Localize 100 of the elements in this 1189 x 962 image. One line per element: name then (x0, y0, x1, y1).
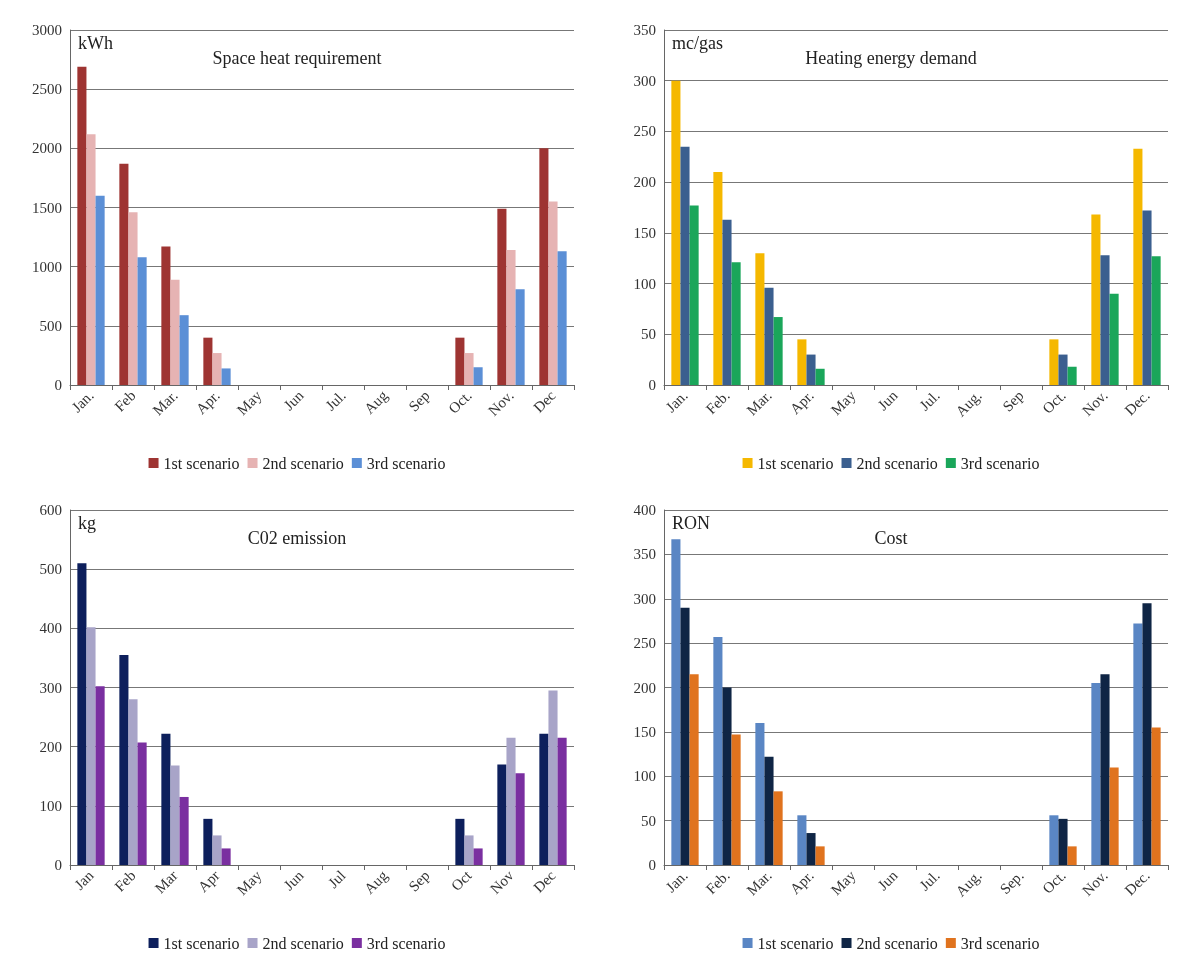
bar (755, 253, 765, 385)
bar (1049, 339, 1059, 385)
bar (1109, 767, 1119, 865)
y-tick-label: 50 (641, 326, 656, 343)
x-tick-label: Oct (448, 866, 476, 894)
x-tick-label: Dec (530, 387, 559, 416)
bar (221, 848, 231, 865)
x-tick-label: Jan. (662, 867, 691, 896)
bar (1142, 603, 1152, 865)
bar (137, 742, 147, 865)
bar (680, 607, 690, 865)
x-tick-label: Jun (280, 386, 308, 414)
y-tick-label: 100 (633, 768, 656, 785)
y-tick-label: 150 (633, 224, 656, 241)
y-tick-label: 100 (39, 797, 62, 814)
bar (713, 172, 723, 385)
x-tick-label: Jun (874, 386, 902, 414)
y-tick-label: 400 (39, 620, 62, 637)
x-tick-label: Mar (151, 867, 181, 897)
bar (539, 148, 549, 385)
x-tick-label: Apr. (786, 387, 817, 418)
bar (77, 66, 87, 385)
x-tick-label: Sep (405, 867, 433, 895)
x-tick-label: Sep (999, 387, 1027, 415)
bar (1100, 674, 1110, 865)
y-tick-label: 300 (39, 679, 62, 696)
bar (731, 734, 741, 865)
text: Space heat requirement (212, 48, 382, 68)
bar (86, 134, 96, 385)
y-tick-label: 100 (633, 275, 656, 292)
bar (455, 818, 465, 865)
bar (557, 251, 567, 385)
x-tick-label: Dec. (1121, 867, 1153, 899)
bar (1058, 818, 1068, 865)
bar (95, 686, 105, 865)
x-tick-label: Jan. (662, 387, 691, 416)
bar (689, 205, 699, 385)
x-tick-label: Mar. (743, 387, 775, 419)
y-tick-label: 350 (633, 22, 656, 38)
bar (797, 339, 807, 385)
y-tick-label: 600 (39, 502, 62, 518)
bar (713, 636, 723, 865)
y-tick-label: 200 (633, 174, 656, 191)
x-tick-label: Jun (874, 866, 902, 894)
x-tick-label: Jul. (916, 387, 943, 414)
x-tick-label: Sep. (996, 867, 1027, 898)
text: Cost (874, 528, 908, 548)
bar (455, 337, 465, 385)
x-tick-label: Feb (111, 867, 139, 895)
x-tick-label: Mar. (743, 867, 775, 899)
x-tick-label: Mar. (149, 387, 181, 419)
bar (539, 733, 549, 865)
x-tick-label: Jan (71, 866, 98, 893)
y-tick-label: 300 (633, 590, 656, 607)
bar (1133, 623, 1143, 865)
y-tick-label: 0 (54, 377, 62, 393)
bar (137, 257, 147, 385)
x-tick-label: Nov. (1079, 867, 1111, 899)
y-tick-label: 500 (39, 561, 62, 578)
bar (506, 250, 516, 385)
y-axis-title: mc/gas (672, 33, 723, 53)
x-tick-label: Oct. (445, 387, 475, 417)
bar (1067, 846, 1077, 865)
legend-label: 2nd scenario (856, 454, 938, 472)
x-tick-label: Feb. (702, 867, 733, 898)
y-tick-label: 1500 (32, 199, 62, 216)
bar (464, 835, 474, 865)
bar (1142, 210, 1152, 385)
y-tick-label: 250 (633, 635, 656, 652)
bar (179, 796, 189, 865)
y-tick-label: 50 (641, 812, 656, 829)
bar (212, 835, 222, 865)
bar (1067, 366, 1077, 385)
bar (764, 756, 774, 865)
x-tick-label: Aug (361, 386, 392, 417)
bar (77, 563, 87, 865)
x-tick-label: Apr. (192, 387, 223, 418)
legend-label: 3rd scenario (960, 934, 1040, 952)
legend-label: 1st scenario (163, 454, 240, 472)
bar (464, 353, 474, 385)
bar (1058, 354, 1068, 385)
bar (671, 80, 681, 385)
y-tick-label: 500 (39, 317, 62, 334)
bar (1151, 256, 1161, 385)
legend-label: 1st scenario (757, 454, 834, 472)
x-tick-label: Apr. (786, 867, 817, 898)
bar (806, 354, 816, 385)
x-tick-label: Nov. (485, 387, 517, 419)
legend-label: 3rd scenario (366, 934, 446, 952)
bar (764, 287, 774, 385)
bar (473, 848, 483, 865)
legend-label: 1st scenario (757, 934, 834, 952)
y-tick-label: 2500 (32, 81, 62, 98)
y-tick-label: 2000 (32, 140, 62, 157)
text: C02 emission (247, 528, 347, 548)
legend-label: 3rd scenario (960, 454, 1040, 472)
bar (179, 315, 189, 385)
y-axis-title: kWh (78, 33, 113, 53)
bar (128, 699, 138, 865)
bar (815, 368, 825, 385)
